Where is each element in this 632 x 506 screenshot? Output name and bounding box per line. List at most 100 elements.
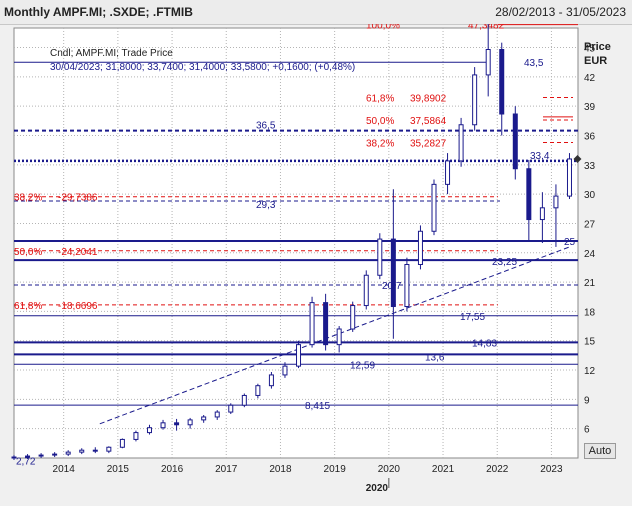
y-axis-title: Price (584, 41, 611, 53)
y-tick-label: 15 (584, 337, 596, 348)
candle (119, 438, 125, 449)
candle (404, 257, 410, 312)
fib-level-value: 35,2827 (410, 139, 447, 150)
chart-title: Monthly AMPF.MI; .SXDE; .FTMIB (4, 5, 193, 19)
y-tick-label: 30 (584, 190, 596, 201)
y-tick-label: 45 (584, 44, 596, 55)
y-tick-label: 9 (584, 395, 590, 406)
candle-body (160, 422, 166, 429)
candle (187, 417, 193, 429)
candle (11, 455, 17, 460)
candle-body (174, 422, 180, 426)
candle (106, 446, 112, 454)
candle (255, 383, 261, 399)
legend-line-1: Cndl; AMPF.MI; Trade Price (50, 48, 173, 59)
fib-level-label: 61,8% (14, 301, 42, 312)
level-label: 25 (564, 237, 576, 248)
candle (65, 450, 71, 457)
candle (241, 393, 247, 408)
chart-title-bar: Monthly AMPF.MI; .SXDE; .FTMIB 28/02/201… (0, 0, 632, 25)
candle (228, 403, 234, 415)
candle (268, 372, 274, 389)
y-tick-label: 24 (584, 249, 596, 260)
candle-body (214, 411, 220, 418)
level-label: 2,72 (16, 457, 36, 468)
candle-body (25, 455, 31, 458)
candle (146, 424, 152, 435)
x-tick-label: 2019 (324, 464, 347, 475)
fib-level-label: 100,0% (366, 24, 400, 32)
candle-body (363, 274, 369, 307)
candle (133, 430, 139, 442)
x-tick-label: 2023 (540, 464, 563, 475)
candle (539, 192, 545, 243)
candle-body (445, 160, 451, 185)
y-tick-label: 39 (584, 102, 596, 113)
x-tick-label: 2016 (161, 464, 184, 475)
candle (25, 454, 31, 459)
y-tick-label: 6 (584, 425, 590, 436)
fib-level-value: -18,6696 (58, 301, 98, 312)
candle-body (417, 230, 423, 265)
candle (214, 410, 220, 420)
candle-body (566, 158, 572, 197)
candle-body (52, 453, 58, 456)
candle-body (187, 419, 193, 426)
candle (323, 293, 329, 351)
candle (309, 296, 315, 348)
candle-body (539, 207, 545, 221)
candle-body (268, 374, 274, 387)
candle-body (119, 438, 125, 448)
fib-level-value: 37,5864 (410, 116, 447, 127)
candle-body (323, 302, 329, 346)
candle (566, 153, 572, 200)
level-label: 14,83 (472, 338, 497, 349)
y-tick-label: 27 (584, 219, 596, 230)
fib-level-label: 61,8% (366, 93, 394, 104)
candle (350, 301, 356, 332)
x-tick-label: 2017 (215, 464, 238, 475)
candle (553, 184, 559, 247)
candle (174, 418, 180, 431)
trendline (99, 246, 570, 425)
candle-body (390, 238, 396, 308)
candle-body (201, 416, 207, 421)
fib-level-label: 38,2% (14, 193, 42, 204)
level-label: 8,415 (305, 401, 330, 412)
level-label: 43,5 (524, 58, 544, 69)
y-tick-label: 12 (584, 366, 596, 377)
candle (417, 225, 423, 270)
x-tick-label: 2021 (432, 464, 455, 475)
candle-body (65, 451, 71, 455)
candle (38, 453, 44, 458)
candle (92, 447, 98, 454)
auto-scale-button[interactable]: Auto (584, 443, 616, 459)
candle-body (485, 49, 491, 76)
legend-line-2: 30/04/2023; 31,8000; 33,7400; 31,4000; 3… (50, 62, 355, 73)
y-tick-label: 21 (584, 278, 596, 289)
candle-body (336, 328, 342, 346)
candle (458, 117, 464, 167)
candle (485, 24, 491, 97)
candle-body (431, 183, 437, 232)
y-tick-label: 36 (584, 132, 596, 143)
level-label: 29,3 (256, 200, 276, 211)
candle (282, 362, 288, 378)
plot-area (13, 27, 579, 459)
candle-body (146, 427, 152, 434)
y-tick-label: 18 (584, 307, 596, 318)
x-decade-label: 2020 (366, 483, 389, 494)
candle-body (255, 385, 261, 396)
candle (499, 42, 505, 136)
candle-body (282, 365, 288, 376)
date-range-label: 28/02/2013 - 31/05/2023 (495, 5, 626, 19)
last-price-marker (573, 154, 582, 163)
candle (472, 67, 478, 131)
candle-body (11, 456, 17, 459)
candle-body (133, 432, 139, 440)
level-label: 33,4 (530, 151, 550, 162)
candle-body (350, 305, 356, 330)
fib-level-label: 50,0% (366, 116, 394, 127)
y-tick-label: 42 (584, 73, 596, 84)
price-chart[interactable]: 6 9 12 15 18 21 24 27 30 33 36 39 42 45 2014 2015 2016 20… (0, 24, 632, 506)
